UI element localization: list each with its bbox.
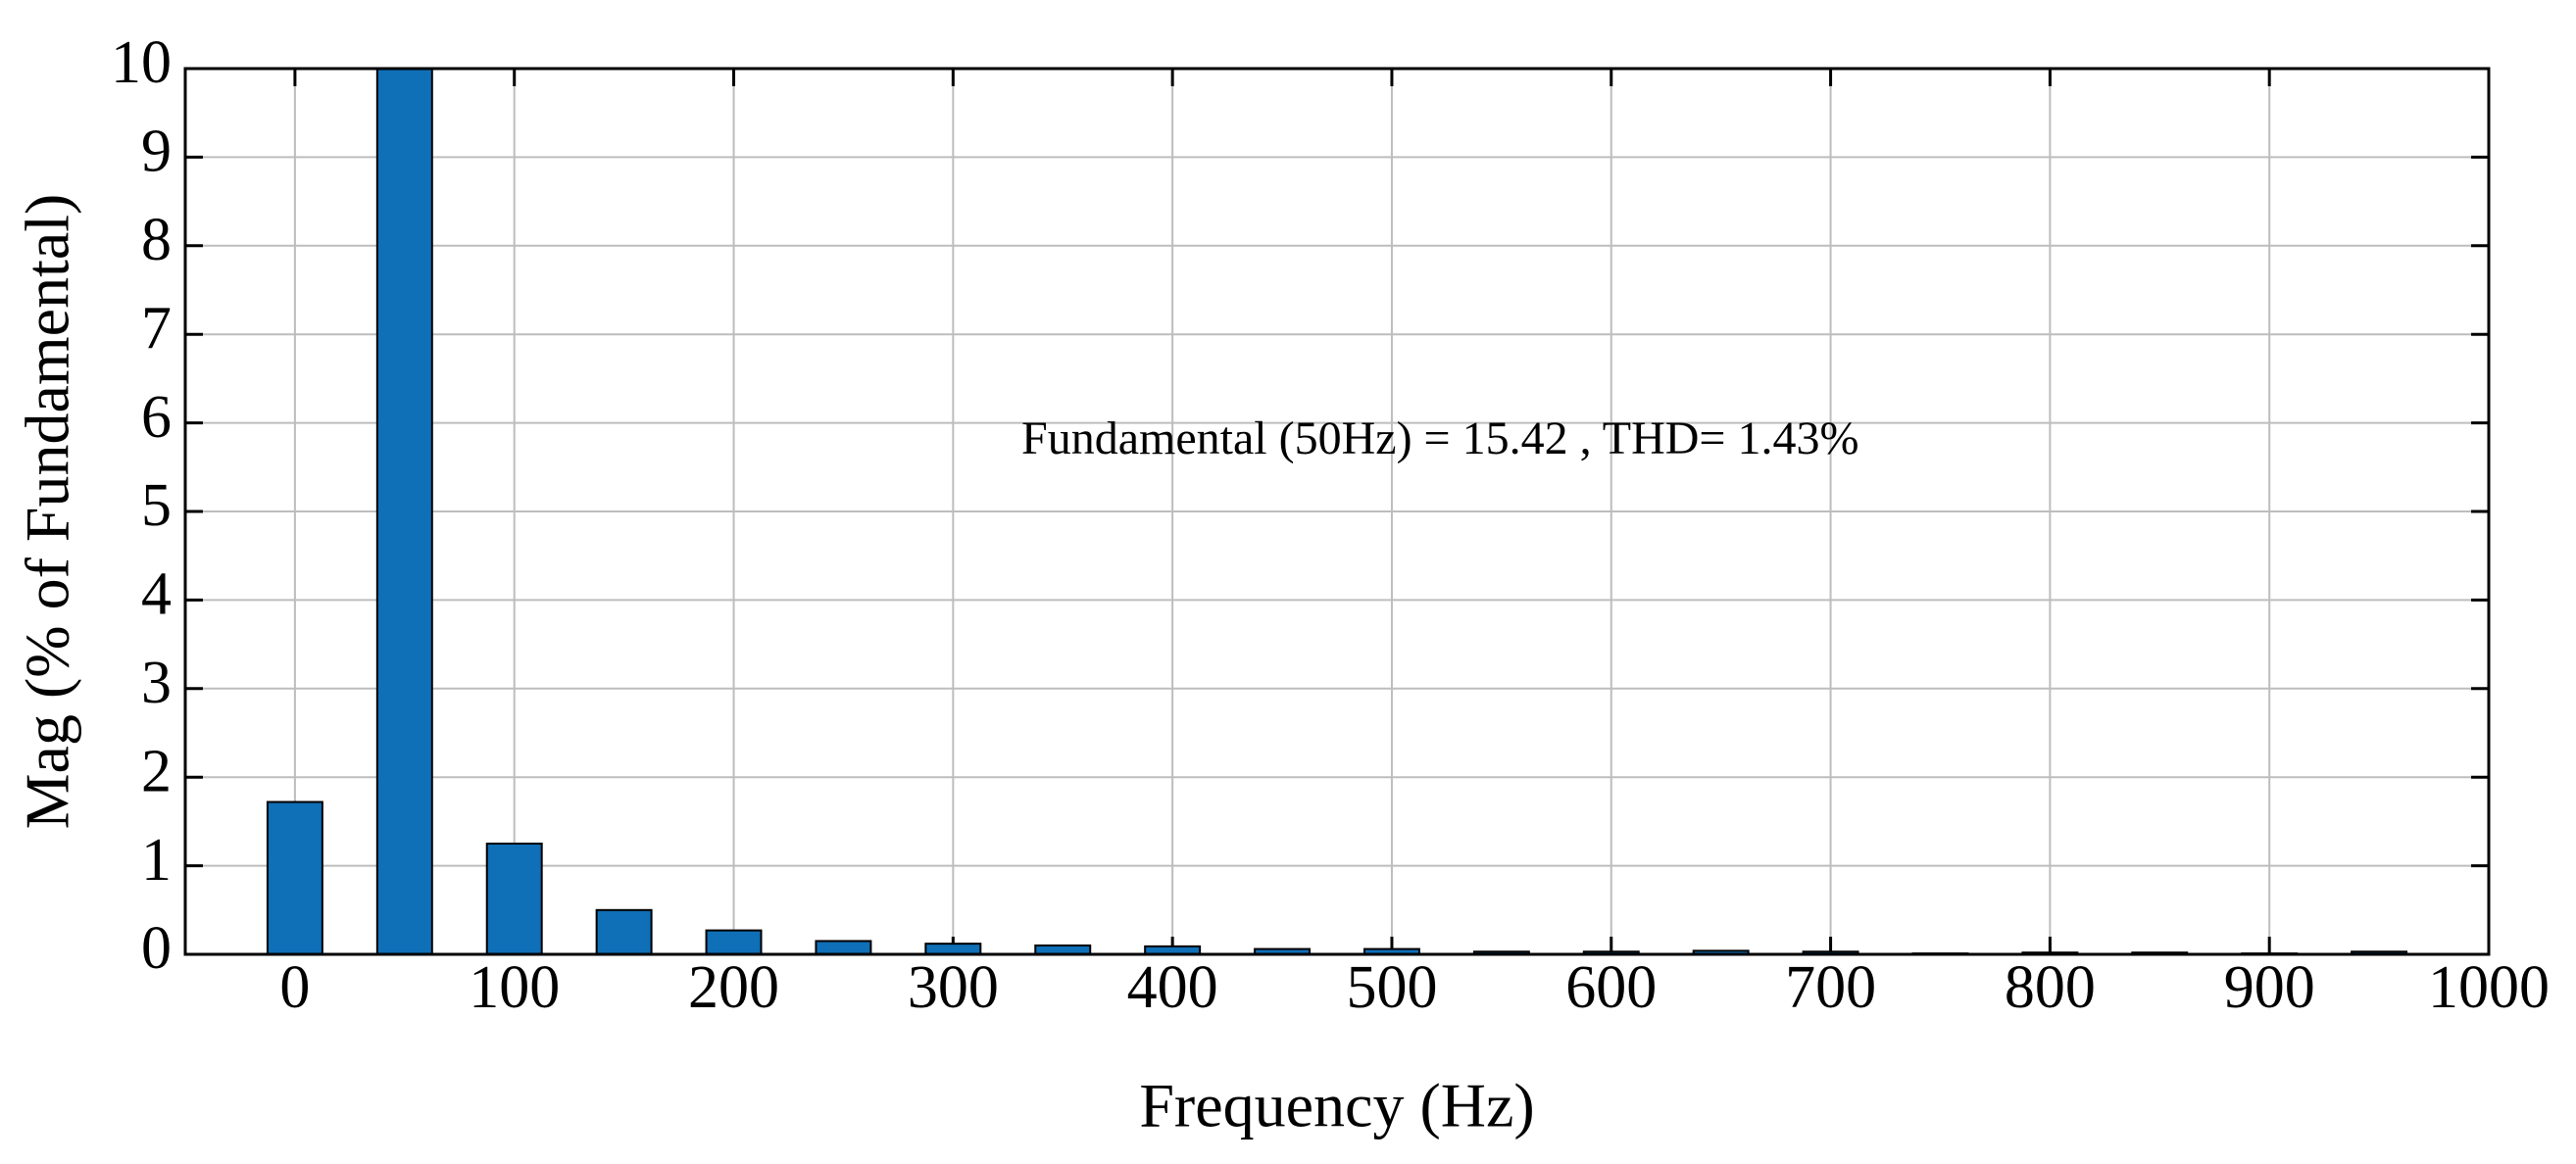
plot-frame xyxy=(183,67,2491,956)
y-tick-label: 8 xyxy=(141,207,172,273)
bar xyxy=(266,800,323,954)
bar xyxy=(485,843,543,954)
x-tick-label: 400 xyxy=(1127,954,1218,1021)
x-tick-label: 0 xyxy=(279,954,310,1021)
y-tick-label: 5 xyxy=(141,472,172,539)
bars xyxy=(266,69,2408,954)
x-tick-label: 800 xyxy=(2005,954,2096,1021)
bar xyxy=(815,940,872,954)
y-axis-label: Mag (% of Fundamental) xyxy=(13,194,82,830)
bar xyxy=(1144,945,1202,954)
x-tick-label: 100 xyxy=(469,954,560,1021)
x-axis-label: Frequency (Hz) xyxy=(1139,1071,1534,1140)
y-tick-label: 9 xyxy=(141,119,172,185)
x-tick-label: 900 xyxy=(2224,954,2315,1021)
x-tick-label: 300 xyxy=(908,954,999,1021)
x-tick-label: 500 xyxy=(1346,954,1437,1021)
annotation: Fundamental (50Hz) = 15.42 , THD= 1.43% xyxy=(1021,412,1858,464)
x-tick-label: 200 xyxy=(688,954,779,1021)
x-tick-label: 600 xyxy=(1565,954,1657,1021)
bar xyxy=(595,908,653,954)
bar xyxy=(375,69,433,954)
y-tick-label: 1 xyxy=(141,827,172,894)
bar xyxy=(924,943,982,954)
y-tick-label: 4 xyxy=(141,561,172,628)
x-tick-label: 700 xyxy=(1785,954,1876,1021)
bar xyxy=(1034,944,1092,954)
y-tick-label: 10 xyxy=(111,29,172,96)
x-tick-label: 1000 xyxy=(2428,954,2550,1021)
y-tick-label: 7 xyxy=(141,295,172,362)
y-tick-label: 3 xyxy=(141,650,172,716)
y-tick-label: 6 xyxy=(141,384,172,451)
y-tick-label: 0 xyxy=(141,915,172,982)
bar xyxy=(705,929,763,954)
y-tick-label: 2 xyxy=(141,738,172,804)
